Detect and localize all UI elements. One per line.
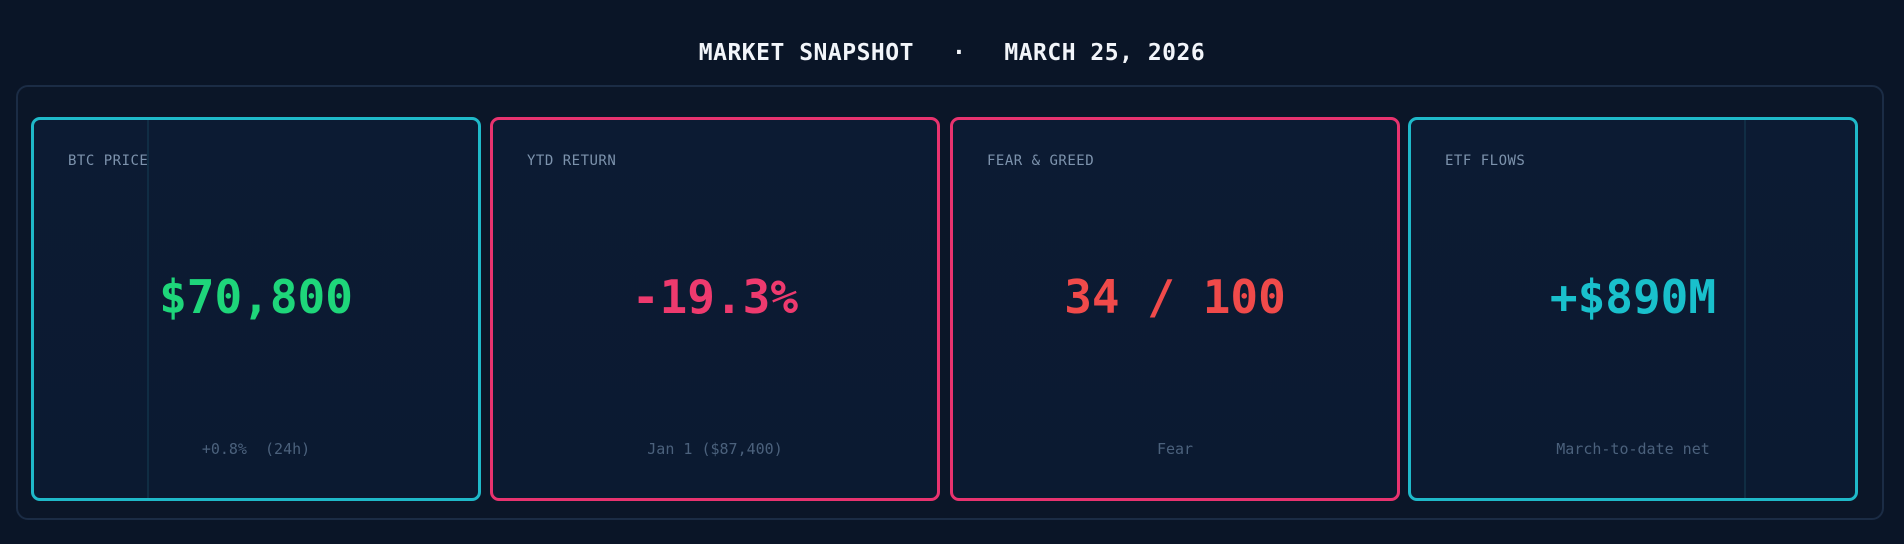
card-subtext: +0.8% (24h) — [201, 440, 311, 458]
card-ytd-return: YTD RETURN -19.3% Jan 1 ($87,400) — [490, 117, 940, 501]
card-stripe — [147, 120, 149, 498]
title-separator: · — [951, 40, 967, 66]
card-stripe — [1744, 120, 1746, 498]
title-date: MARCH 25, 2026 — [1004, 40, 1206, 66]
card-label: FEAR & GREED — [987, 153, 1095, 169]
card-value: 34 / 100 — [1064, 270, 1286, 324]
card-value: $70,800 — [159, 270, 353, 324]
title-text: MARKET SNAPSHOT — [698, 40, 914, 66]
card-label: BTC PRICE — [68, 153, 149, 169]
card-subtext: March-to-date net — [1556, 440, 1710, 458]
card-label: ETF FLOWS — [1445, 153, 1526, 169]
card-value: -19.3% — [631, 270, 799, 324]
card-etf-flows: ETF FLOWS +$890M March-to-date net — [1408, 117, 1858, 501]
card-btc-price: BTC PRICE $70,800 +0.8% (24h) — [31, 117, 481, 501]
card-subtext: Fear — [1156, 440, 1194, 458]
page-title: MARKET SNAPSHOT · MARCH 25, 2026 — [0, 40, 1904, 66]
card-label: YTD RETURN — [527, 153, 617, 169]
card-value: +$890M — [1549, 270, 1717, 324]
card-fear-greed: FEAR & GREED 34 / 100 Fear — [950, 117, 1400, 501]
card-subtext: Jan 1 ($87,400) — [647, 440, 783, 458]
